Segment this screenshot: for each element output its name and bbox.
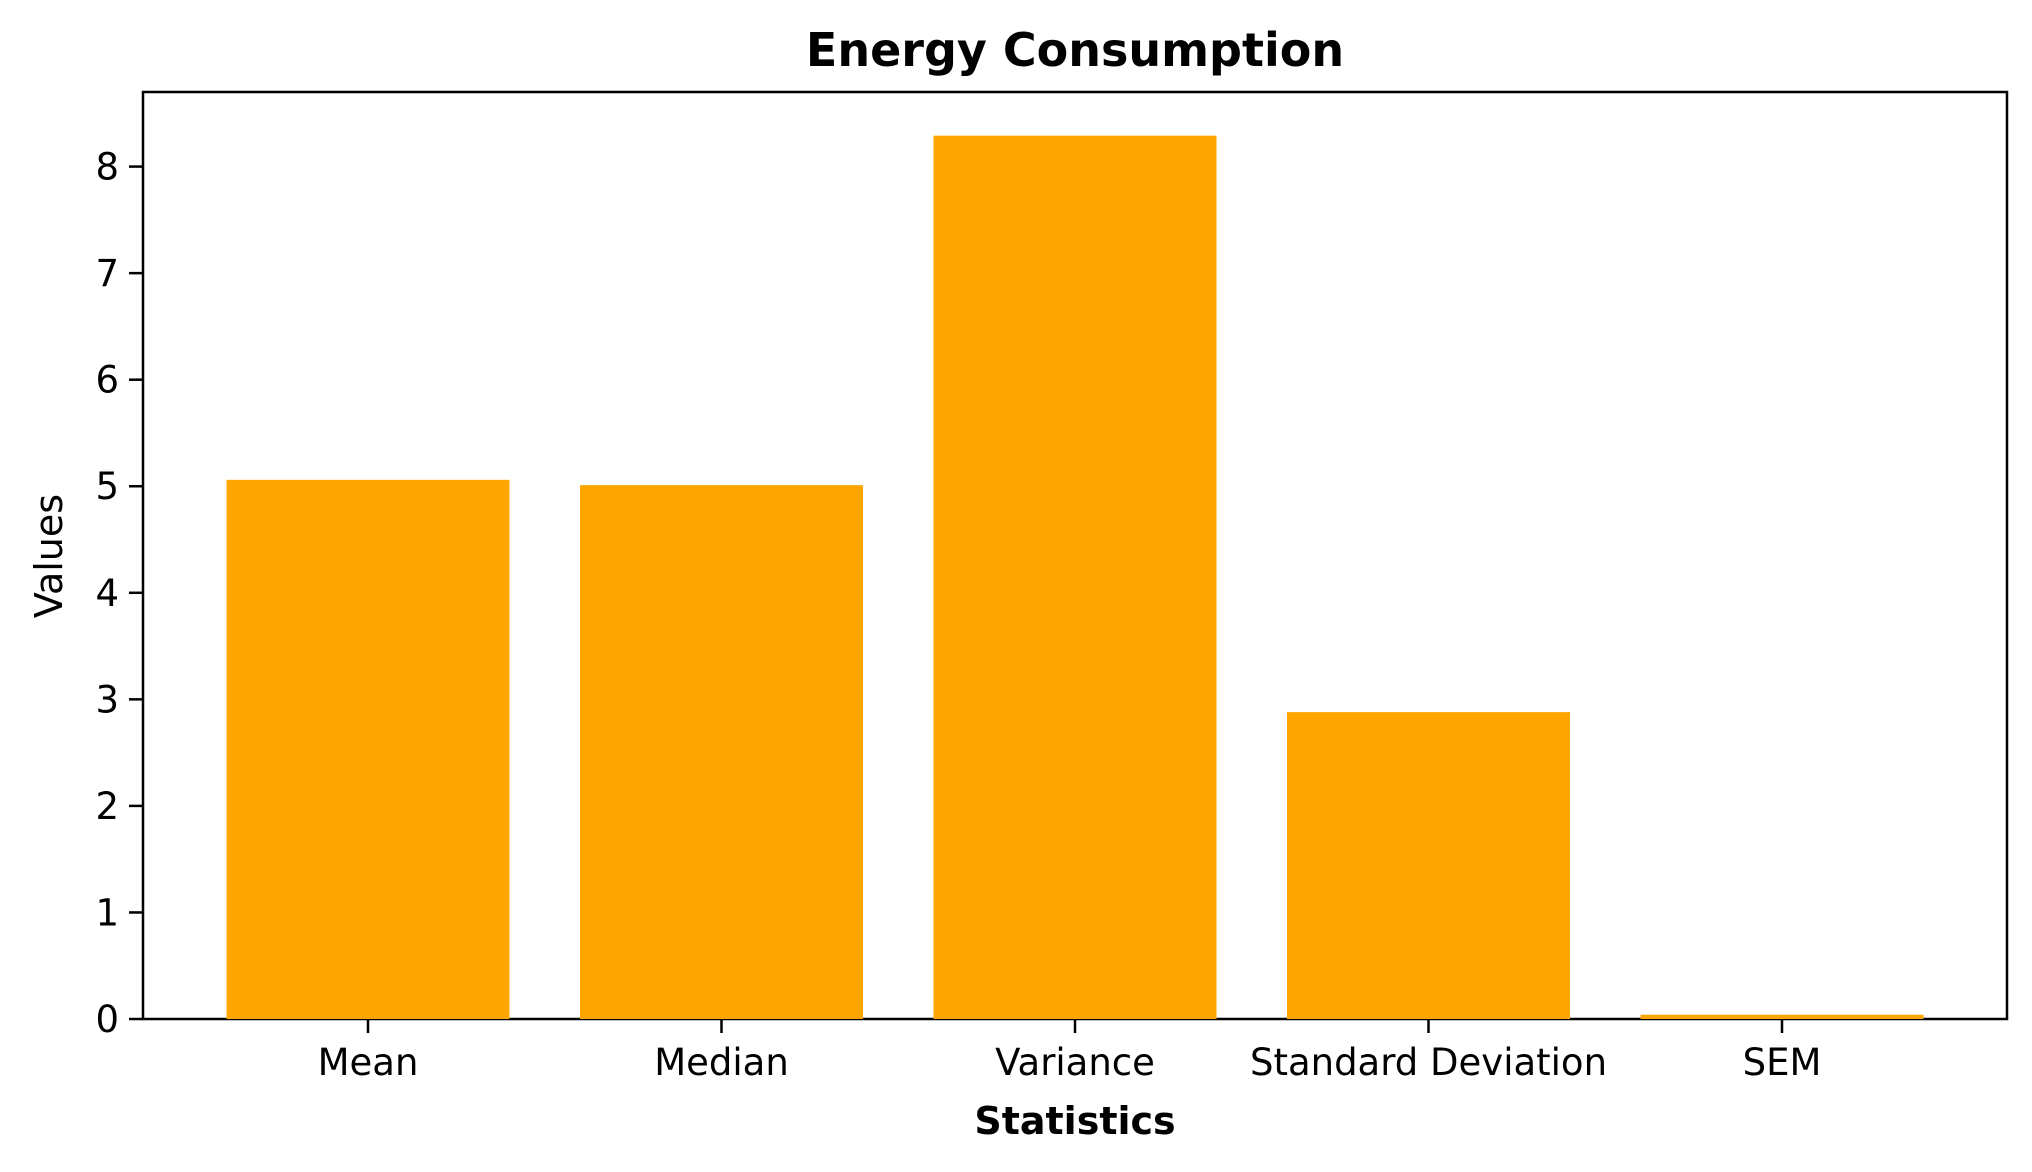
bars-group bbox=[226, 135, 1924, 1019]
x-tick-label-median: Median bbox=[654, 1041, 789, 1084]
x-axis-title: Statistics bbox=[974, 1099, 1175, 1143]
y-tick-label-1: 1 bbox=[95, 891, 119, 934]
x-tick-label-mean: Mean bbox=[318, 1041, 419, 1084]
plot-area: Mean Median Variance Standard Deviation SEM … bbox=[95, 90, 2009, 1084]
y-axis-title: Values bbox=[27, 494, 71, 618]
y-tick-label-3: 3 bbox=[95, 678, 119, 721]
bar-standard-deviation bbox=[1287, 712, 1570, 1019]
bar-median bbox=[580, 485, 863, 1019]
x-tick-label-variance: Variance bbox=[995, 1041, 1155, 1084]
y-tick-label-2: 2 bbox=[95, 785, 119, 828]
x-tick-label-standard-deviation: Standard Deviation bbox=[1250, 1041, 1607, 1084]
bar-sem bbox=[1640, 1014, 1924, 1019]
y-tick-label-5: 5 bbox=[95, 465, 119, 508]
bar-variance bbox=[933, 135, 1217, 1019]
x-tick-label-sem: SEM bbox=[1743, 1041, 1822, 1084]
chart-title: Energy Consumption bbox=[806, 23, 1344, 77]
y-tick-label-4: 4 bbox=[95, 572, 119, 615]
bar-mean bbox=[226, 479, 510, 1019]
y-tick-label-8: 8 bbox=[95, 146, 119, 189]
y-tick-label-7: 7 bbox=[95, 252, 119, 295]
x-axis: Mean Median Variance Standard Deviation SEM bbox=[318, 1019, 1822, 1084]
y-axis: 0 1 2 3 4 5 6 7 8 bbox=[95, 146, 143, 1041]
y-tick-label-0: 0 bbox=[95, 998, 119, 1041]
y-tick-label-6: 6 bbox=[95, 359, 119, 402]
